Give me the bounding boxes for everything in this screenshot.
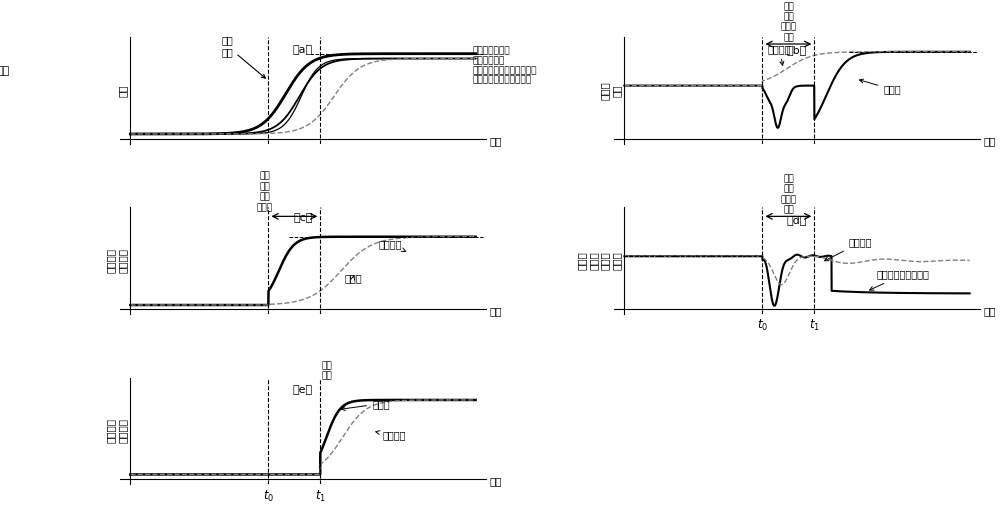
- Text: 快速
储气
（本发
明）: 快速 储气 （本发 明）: [780, 174, 796, 214]
- Text: 时间: 时间: [489, 306, 502, 316]
- Text: 常规方法: 常规方法: [376, 430, 406, 440]
- Text: 实际需求扭矩: 实际需求扭矩: [472, 56, 504, 65]
- Y-axis label: 节气门后
目标压力: 节气门后 目标压力: [106, 419, 128, 443]
- Text: 常规方法: 常规方法: [768, 44, 792, 65]
- Text: 快速
储气
（本
发明）: 快速 储气 （本 发明）: [257, 172, 273, 212]
- Text: 本发明: 本发明: [341, 399, 390, 411]
- Text: 本发明（提前关小）: 本发明（提前关小）: [870, 270, 929, 290]
- Text: 实际输出扭矩（常规方法）: 实际输出扭矩（常规方法）: [472, 66, 537, 75]
- Text: 时间: 时间: [489, 476, 502, 486]
- Text: （d）: （d）: [787, 215, 807, 225]
- Text: 时间: 时间: [983, 136, 996, 146]
- Text: 时间: 时间: [983, 306, 996, 316]
- Text: （e）: （e）: [293, 386, 313, 395]
- Text: $t_1$: $t_1$: [315, 489, 326, 504]
- Text: $t_1$: $t_1$: [809, 318, 820, 334]
- Y-axis label: 节气门
开度: 节气门 开度: [600, 81, 622, 100]
- Text: （b）: （b）: [787, 45, 807, 55]
- Text: 时间: 时间: [489, 136, 502, 146]
- Text: 快速
供气: 快速 供气: [322, 361, 333, 380]
- Y-axis label: 增压器
放气阀
或喷嘴
环开度: 增压器 放气阀 或喷嘴 环开度: [577, 251, 622, 270]
- Y-axis label: 扭矩: 扭矩: [118, 84, 128, 97]
- Text: 当前
时刻: 当前 时刻: [221, 35, 265, 78]
- Text: （a）: （a）: [293, 45, 313, 55]
- Text: 实际输出扭矩（本发明）: 实际输出扭矩（本发明）: [472, 76, 531, 85]
- Y-axis label: 节气门前
目标压力: 节气门前 目标压力: [106, 248, 128, 273]
- Text: （c）: （c）: [293, 213, 313, 223]
- Text: 快速
储气
（本发
明）: 快速 储气 （本发 明）: [780, 2, 796, 42]
- Text: 扭矩: 扭矩: [0, 66, 10, 76]
- Text: $t_0$: $t_0$: [263, 489, 274, 504]
- Text: $t_0$: $t_0$: [757, 318, 768, 334]
- Text: 本发明: 本发明: [344, 273, 362, 283]
- Text: 预测的需求扭矩: 预测的需求扭矩: [472, 47, 510, 56]
- Text: 常规方法: 常规方法: [825, 238, 872, 261]
- Text: 本发明: 本发明: [859, 79, 901, 94]
- Text: 常规方法: 常规方法: [379, 239, 406, 252]
